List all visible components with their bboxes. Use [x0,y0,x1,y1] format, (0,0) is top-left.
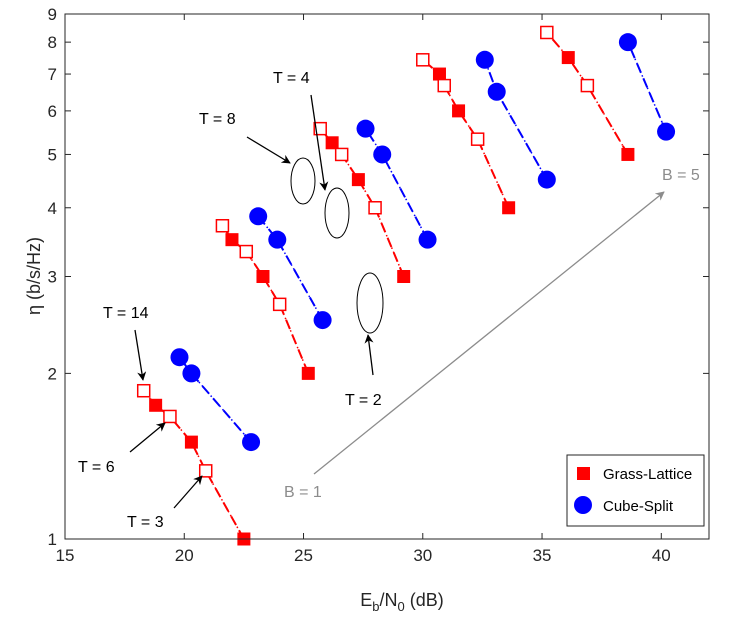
data-point-circle [356,119,375,138]
annotation-b5: B = 5 [662,167,700,184]
axes: Eb/N0 (dB) η (b/s/Hz) 15 20 25 30 35 40 1 2 3 4 5 6… [24,5,710,614]
dotted-connector [221,225,309,374]
annotation-t4: T = 4 [273,70,310,87]
data-point-circle [249,207,268,226]
data-point-square [325,136,339,150]
annotation-arrow [134,329,147,381]
data-point-open-square [437,78,451,93]
data-point-circle [268,230,287,249]
annotation-t2: T = 2 [345,392,382,409]
annotation-arrow [310,94,329,191]
annotation-arrow [364,334,374,376]
data-point-circle [475,50,494,69]
dotted-connector [422,59,510,209]
legend-marker-grass-lattice [577,467,590,480]
data-point-square [149,398,163,412]
data-point-circle [373,145,392,164]
data-point-square [561,51,575,65]
data-point-square [432,67,446,81]
y-tick-label: 8 [48,33,57,52]
y-axis-title: η (b/s/Hz) [24,237,44,315]
dotted-connector [546,31,629,155]
data-point-square [621,147,635,161]
legend-label-cube-split: Cube-Split [603,498,674,515]
annotation-t14: T = 14 [103,305,149,322]
data-point-square [225,233,239,247]
data-point-circle [182,364,201,383]
data-point-circle [487,82,506,101]
data-point-square [397,270,411,283]
dashed-connector [221,225,310,374]
data-point-circle [618,33,637,52]
data-point-circle [537,170,556,189]
data-point-circle [313,311,332,330]
data-point-square [184,435,198,449]
data-point-open-square [272,297,287,312]
data-point-square [452,104,466,118]
x-axis-title: Eb/N0 (dB) [360,590,444,614]
y-tick-label: 1 [48,530,57,549]
data-point-open-square [334,147,349,162]
dashed-connector [257,215,324,321]
annotation-arrow [246,136,291,164]
legend-marker-cube-split [574,496,592,514]
annotation-b1: B = 1 [284,484,322,501]
data-point-open-square [368,201,382,215]
annotation-ellipse [324,187,350,239]
data-point-open-square [470,132,485,146]
legend: Grass-Lattice Cube-Split [566,454,705,527]
data-point-open-square [580,78,595,93]
annotation-t8: T = 8 [199,111,236,128]
data-point-open-square [416,53,430,67]
y-tick-label: 7 [48,65,57,84]
dashed-connector [483,59,548,181]
annotation-arrow [129,422,166,453]
annotations: T = 14 T = 6 T = 3 T = 8 T = 4 T = 2 B = 1 B = … [78,70,700,531]
x-tick-label: 25 [294,546,313,565]
legend-label-grass-lattice: Grass-Lattice [603,466,692,483]
y-tick-label: 5 [48,145,57,164]
data-point-open-square [163,409,177,424]
dashed-connector [546,31,629,155]
annotation-ellipse [290,157,316,205]
dashed-connector [319,128,405,277]
data-point-open-square [198,464,213,478]
y-tick-label: 2 [48,364,57,383]
data-point-square [301,366,315,380]
data-point-open-square [239,244,254,259]
x-tick-label: 40 [652,546,671,565]
data-point-square [351,173,365,187]
data-point-open-square [215,218,230,233]
annotation-t6: T = 6 [78,459,115,476]
x-tick-label: 35 [533,546,552,565]
x-tick-label: 15 [56,546,75,565]
annotation-ellipse [356,272,384,334]
dashed-connector [364,128,429,241]
y-tick-label: 4 [48,199,57,218]
data-point-circle [170,348,189,367]
data-point-square [256,270,270,283]
x-tick-label: 20 [175,546,194,565]
legend-box [566,454,705,527]
y-tick-label: 3 [48,268,57,287]
dashed-connector [626,41,667,133]
x-tick-label: 30 [413,546,432,565]
dashed-connector [422,59,510,209]
data-point-open-square [313,121,327,136]
plot-area [136,25,676,546]
data-point-square [502,201,516,215]
dotted-connector [319,128,405,277]
data-point-circle [657,122,676,141]
data-point-open-square [136,383,151,398]
annotation-arrow [313,191,665,475]
y-tick-label: 6 [48,102,57,121]
data-point-open-square [540,25,554,40]
data-point-circle [418,230,437,249]
annotation-arrow [173,475,203,509]
annotation-t3: T = 3 [127,514,164,531]
y-tick-label: 9 [48,5,57,24]
data-point-circle [242,433,261,452]
